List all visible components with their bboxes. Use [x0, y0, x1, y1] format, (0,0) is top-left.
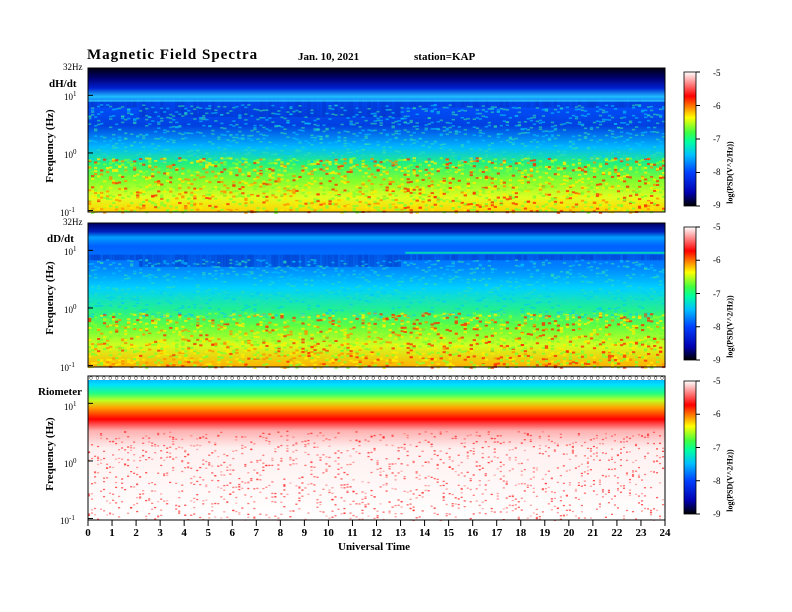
p2-ytick-0: 100: [64, 303, 77, 315]
x-tick-label: 15: [443, 527, 455, 539]
x-tick-label: 7: [253, 527, 260, 539]
x-tick-label: 5: [205, 527, 211, 539]
colorbar-2: [683, 226, 700, 361]
x-tick-label: 16: [467, 527, 479, 539]
x-tick-label: 20: [563, 527, 575, 539]
x-tick-label: 23: [635, 527, 647, 539]
panel1-top-freq: 32Hz: [63, 62, 83, 72]
x-tick-label: 24: [659, 527, 671, 539]
chart-title: Magnetic Field Spectra: [87, 47, 259, 63]
cb3-tick: -6: [713, 409, 721, 419]
cb2-tick: -9: [713, 355, 721, 365]
x-tick-label: 9: [301, 527, 308, 539]
x-tick-label: 8: [277, 527, 284, 539]
spectrogram-panel-1: [87, 67, 666, 214]
cb2-tick: -6: [713, 255, 721, 265]
panel2-label: dD/dt: [47, 233, 74, 245]
x-tick-label: 6: [229, 527, 236, 539]
p3-ytick-1: 101: [64, 400, 77, 412]
x-tick-label: 1: [109, 527, 115, 539]
panel1-ylabel: Frequency (Hz): [44, 109, 56, 183]
p1-ytick-0: 100: [64, 148, 77, 160]
x-tick-label: 18: [515, 527, 527, 539]
x-tick-label: 11: [347, 527, 358, 539]
cb1-tick: -6: [713, 101, 721, 111]
cb1-tick: -9: [713, 200, 721, 210]
x-tick-label: 22: [611, 527, 623, 539]
x-tick-label: 4: [181, 527, 187, 539]
x-axis-title: Universal Time: [338, 541, 411, 553]
cb3-tick: -9: [713, 509, 721, 519]
x-tick-label: 10: [322, 527, 334, 539]
cb2-tick: -8: [713, 322, 721, 332]
cb3-label: log(PSD(V^2/Hz)): [725, 449, 735, 512]
cb1-label: log(PSD(V^2/Hz)): [725, 141, 735, 204]
cb1-tick: -7: [713, 134, 721, 144]
date-label: Jan. 10, 2021: [298, 51, 360, 63]
x-tick-label: 2: [133, 527, 139, 539]
panel1-label: dH/dt: [49, 78, 77, 90]
p1-ytick-m1: 10-1: [60, 206, 75, 218]
colorbar-1: [683, 71, 700, 207]
cb1-tick: -5: [713, 68, 721, 78]
x-tick-label: 13: [395, 527, 407, 539]
cb2-label: log(PSD(V^2/Hz)): [725, 295, 735, 358]
station-label: station=KAP: [414, 51, 476, 63]
x-tick-label: 14: [419, 527, 431, 539]
panel3-ylabel: Frequency (Hz): [44, 417, 56, 491]
p2-ytick-m1: 10-1: [60, 361, 75, 373]
x-tick-label: 17: [491, 527, 503, 539]
cb3-tick: -7: [713, 443, 721, 453]
panel2-top-freq: 32Hz: [63, 217, 83, 227]
spectrogram-panel-3: [87, 375, 666, 522]
x-tick-label: 21: [587, 527, 599, 539]
colorbar-3: [683, 380, 700, 515]
x-tick-label: 0: [85, 527, 91, 539]
cb2-tick: -5: [713, 222, 721, 232]
panel3-label: Riometer: [38, 386, 82, 398]
p1-ytick-1: 101: [64, 90, 77, 102]
panel2-ylabel: Frequency (Hz): [44, 261, 56, 335]
spectrogram-panel-2: [87, 222, 666, 369]
p3-ytick-0: 100: [64, 457, 77, 469]
x-tick-label: 19: [539, 527, 551, 539]
p3-ytick-m1: 10-1: [60, 514, 75, 526]
p2-ytick-1: 101: [64, 245, 77, 257]
cb3-tick: -8: [713, 476, 721, 486]
cb3-tick: -5: [713, 376, 721, 386]
cb1-tick: -8: [713, 167, 721, 177]
cb2-tick: -7: [713, 289, 721, 299]
x-tick-label: 12: [371, 527, 382, 539]
x-tick-label: 3: [157, 527, 163, 539]
